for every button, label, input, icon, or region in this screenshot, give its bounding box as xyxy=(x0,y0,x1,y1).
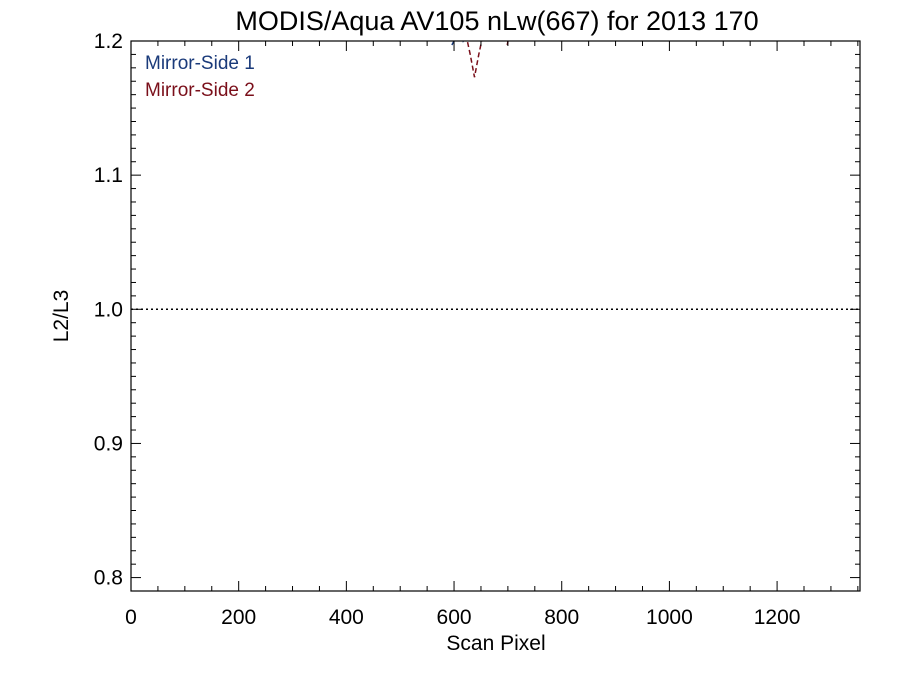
legend-entry-mirror-side-2: Mirror-Side 2 xyxy=(145,80,255,101)
x-tick-labels: 0 200 400 600 800 1000 1200 xyxy=(125,606,800,629)
y-tick-label: 0.8 xyxy=(94,567,123,590)
y-tick-label: 1.0 xyxy=(94,298,123,321)
x-tick-label: 600 xyxy=(437,606,472,629)
x-tick-label: 1200 xyxy=(754,606,801,629)
dashed-curve xyxy=(466,41,483,78)
y-tick-label: 0.9 xyxy=(94,432,123,455)
x-tick-label: 0 xyxy=(125,606,137,629)
chart-title: MODIS/Aqua AV105 nLw(667) for 2013 170 xyxy=(235,6,758,36)
plot-frame xyxy=(130,40,861,592)
axis-ticks xyxy=(130,40,860,591)
y-tick-labels: 0.8 0.9 1.0 1.1 1.2 xyxy=(94,30,123,590)
x-axis-label: Scan Pixel xyxy=(446,632,545,655)
x-tick-label: 1000 xyxy=(646,606,693,629)
x-tick-label: 800 xyxy=(544,606,579,629)
x-tick-label: 200 xyxy=(221,606,256,629)
legend-entry-mirror-side-1: Mirror-Side 1 xyxy=(145,53,255,74)
x-tick-label: 400 xyxy=(329,606,364,629)
y-axis-label: L2/L3 xyxy=(50,290,73,343)
y-tick-label: 1.2 xyxy=(94,30,123,53)
y-tick-label: 1.1 xyxy=(94,164,123,187)
data-points xyxy=(185,41,804,456)
